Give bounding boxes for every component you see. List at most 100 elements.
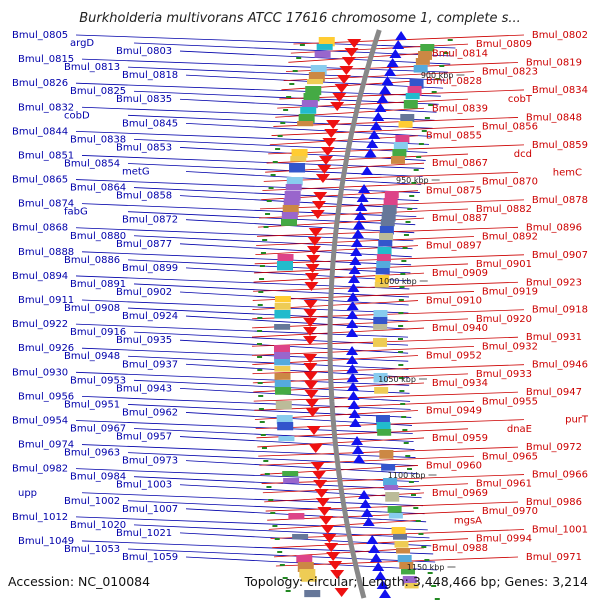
feature-block [281,212,298,219]
gene-label: Bmul_0920 [476,314,532,325]
feature-block [381,212,396,222]
feature-block [274,345,291,353]
forward-strand-arrow [322,138,337,147]
gene-label: Bmul_0892 [482,231,538,242]
forward-strand-arrow [320,147,335,156]
leader-line [75,516,428,531]
gene-label: Bmul_0814 [432,48,488,59]
feature-block [275,401,292,410]
leader-line [253,272,425,283]
feature-block [291,149,308,158]
reverse-strand-arrow [361,166,374,175]
gene-label: Bmul_0932 [482,341,538,352]
forward-strand-arrow [330,102,345,111]
forward-strand-arrow [303,309,318,318]
leader-line [179,532,432,547]
feature-block [375,275,390,283]
reverse-strand-arrow [361,508,374,517]
leader-line [133,42,453,57]
reverse-strand-arrow [346,319,359,328]
gene-label: hemC [553,167,582,178]
feature-block [288,513,305,520]
leader-line [253,391,519,402]
gene-label: Bmul_1053 [64,544,120,555]
gene-label: Bmul_0937 [122,359,178,370]
reverse-strand-arrow [376,580,389,589]
leader-line [127,355,409,370]
forward-strand-arrow [317,507,332,516]
gene-label: Bmul_0962 [122,407,178,418]
feature-block [307,79,324,85]
gene-label: Bmul_0951 [64,399,120,410]
gene-label: Bmul_0926 [18,343,74,354]
forward-strand-arrow [304,399,319,408]
leader-line [127,404,412,418]
gene-label: metG [122,167,150,178]
feature-block [382,205,397,215]
forward-strand-arrow [305,264,320,273]
leader-line [81,299,409,314]
gene-label: Bmul_0957 [116,432,172,443]
forward-strand-arrow [303,318,318,327]
gene-label: Bmul_0956 [18,391,74,402]
feature-block [276,415,293,425]
gene-label: Bmul_0882 [476,204,532,215]
feature-block [396,548,411,554]
leader-line [185,460,418,475]
feature-block [275,387,292,395]
feature-block [384,191,399,199]
gene-label: Bmul_0952 [426,351,482,362]
forward-strand-arrow [303,300,318,309]
leader-line [127,211,416,226]
forward-strand-arrow [306,426,321,435]
reverse-strand-arrow [351,238,364,247]
gene-label: Bmul_0908 [64,303,120,314]
gene-label: Bmul_0984 [70,472,126,483]
forward-strand-arrow [307,237,322,246]
feature-block [298,114,315,123]
leader-line [133,235,413,250]
reverse-strand-arrow [368,544,381,553]
forward-strand-arrow [303,336,317,345]
forward-strand-arrow [304,390,319,399]
gene-label: Bmul_0851 [18,150,74,161]
feature-block [395,135,410,143]
gene-label: Bmul_0828 [426,76,482,87]
forward-strand-arrow [313,192,328,201]
gene-label: dnaE [507,424,532,435]
gene-label: Bmul_0947 [526,387,582,398]
reverse-strand-arrow [348,274,361,283]
forward-strand-arrow [324,129,339,138]
reverse-strand-arrow [351,229,364,238]
feature-block [282,471,299,477]
gene-label: Bmul_0878 [532,195,588,206]
forward-strand-arrow [303,363,318,372]
gene-label: Bmul_0874 [18,199,74,210]
feature-block [278,436,295,442]
forward-strand-arrow [326,552,341,561]
feature-block [393,534,408,540]
leader-line [179,339,409,354]
reverse-strand-arrow [384,67,397,76]
map-title: Burkholderia multivorans ATCC 17616 chro… [79,11,521,26]
feature-block [297,121,314,127]
feature-block [374,387,389,394]
leader-line [273,117,519,127]
gene-label: Bmul_0948 [64,351,120,362]
gene-label: Bmul_1002 [64,496,120,507]
reverse-strand-arrow [392,40,405,49]
gene-label: Bmul_0894 [12,271,68,282]
backbone-group [327,29,382,599]
forward-strand-arrow [344,48,359,57]
gene-label: fabG [64,207,88,218]
feature-block [420,44,435,52]
gene-label: Bmul_0875 [426,186,482,197]
feature-block [274,359,291,366]
feature-block [391,527,406,534]
leader-line [288,52,425,63]
gene-label: Bmul_0901 [476,259,532,270]
gene-label: Bmul_0963 [64,448,120,459]
feature-block [300,576,317,582]
